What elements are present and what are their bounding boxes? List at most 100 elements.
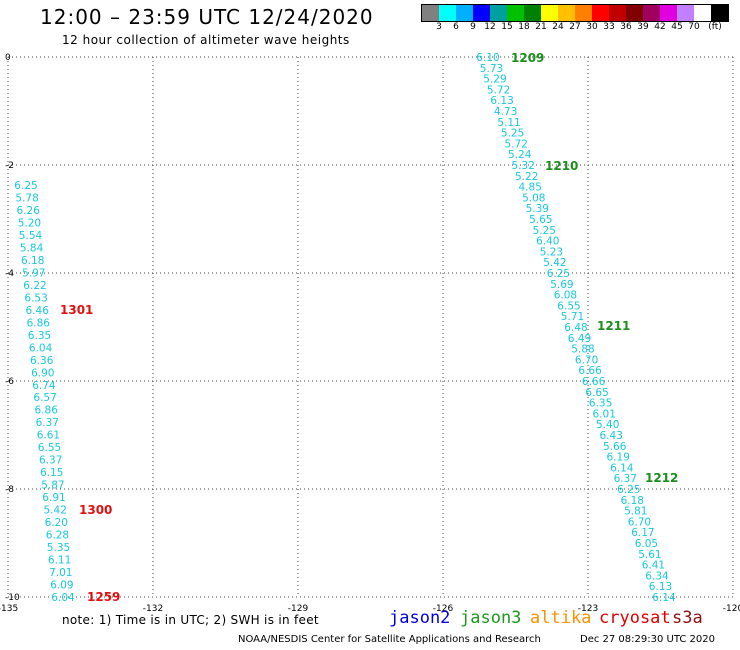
legend-label: 27 bbox=[569, 22, 581, 32]
wave-height-value: 6.14 bbox=[610, 462, 634, 474]
color-legend-labels: 3 6 9 12 15 18 21 24 27 30 33 36 39 42 45 70 (ft) bbox=[421, 22, 740, 34]
latitude-label: -10 bbox=[5, 593, 20, 603]
wave-height-value: 5.42 bbox=[543, 257, 566, 269]
wave-height-value: 6.34 bbox=[645, 570, 669, 582]
wave-height-value: 6.46 bbox=[26, 305, 50, 317]
wave-height-value: 6.28 bbox=[46, 530, 69, 542]
wave-height-value: 5.65 bbox=[529, 214, 552, 226]
wave-height-value: 4.85 bbox=[519, 182, 542, 194]
wave-height-value: 6.37 bbox=[39, 455, 62, 467]
wave-height-tracks: 6.105.735.295.726.134.735.115.255.725.24… bbox=[14, 52, 676, 604]
wave-height-value: 5.87 bbox=[41, 480, 64, 492]
legend-swatch bbox=[473, 5, 490, 21]
wave-height-value: 6.55 bbox=[38, 442, 61, 454]
wave-height-value: 6.61 bbox=[37, 430, 60, 442]
wave-height-value: 6.37 bbox=[36, 417, 59, 429]
legend-swatch bbox=[609, 5, 626, 21]
wave-height-value: 5.20 bbox=[18, 218, 41, 230]
wave-height-value: 5.84 bbox=[20, 242, 44, 254]
legend-label: 24 bbox=[552, 22, 564, 32]
longitude-labels: -135 -132 -129 -126 -123 -120 bbox=[0, 604, 740, 614]
legend-swatch bbox=[524, 5, 541, 21]
wave-height-value: 6.65 bbox=[585, 387, 608, 399]
wave-height-value: 6.86 bbox=[27, 317, 51, 329]
wave-height-value: 6.66 bbox=[578, 365, 602, 377]
wave-height-value: 6.17 bbox=[631, 527, 654, 539]
wave-height-value: 6.18 bbox=[621, 495, 644, 507]
pass-time-label: 1300 bbox=[79, 503, 112, 517]
wave-height-value: 6.05 bbox=[635, 538, 658, 550]
wave-height-value: 5.69 bbox=[550, 279, 573, 291]
legend-swatch bbox=[711, 5, 728, 21]
legend-swatch bbox=[677, 5, 694, 21]
legend-swatch bbox=[592, 5, 609, 21]
wave-height-value: 5.73 bbox=[480, 63, 503, 75]
wave-height-value: 5.42 bbox=[44, 505, 67, 517]
wave-height-value: 5.35 bbox=[47, 542, 70, 554]
wave-height-value: 5.71 bbox=[561, 311, 584, 323]
wave-height-value: 6.57 bbox=[33, 392, 56, 404]
wave-height-value: 6.91 bbox=[42, 492, 65, 504]
wave-height-value: 6.22 bbox=[23, 280, 46, 292]
legend-label: 39 bbox=[637, 22, 649, 32]
wave-height-value: 6.37 bbox=[614, 473, 637, 485]
wave-height-value: 6.11 bbox=[48, 555, 71, 567]
legend-swatch bbox=[626, 5, 643, 21]
longitude-label: -135 bbox=[0, 604, 18, 614]
wave-height-value: 6.25 bbox=[547, 268, 570, 280]
legend-label: 36 bbox=[620, 22, 632, 32]
longitude-label: -132 bbox=[143, 604, 163, 614]
legend-swatch bbox=[456, 5, 473, 21]
satellite-name: cryosat bbox=[599, 608, 671, 628]
latitude-labels: 0 -2 -4 -6 -8 -10 bbox=[5, 53, 20, 603]
wave-height-value: 6.70 bbox=[628, 516, 651, 528]
pass-time-label: 1209 bbox=[511, 51, 544, 65]
longitude-label: -123 bbox=[578, 604, 598, 614]
legend-swatch bbox=[422, 5, 439, 21]
wave-height-value: 6.43 bbox=[600, 430, 623, 442]
legend-swatch bbox=[660, 5, 677, 21]
wave-height-value: 5.81 bbox=[624, 506, 647, 518]
wave-height-value: 6.09 bbox=[50, 580, 73, 592]
satellite-name: s3a bbox=[672, 608, 703, 628]
wave-height-value: 5.24 bbox=[508, 149, 532, 161]
wave-height-value: 4.73 bbox=[494, 106, 517, 118]
legend-swatch bbox=[575, 5, 592, 21]
wave-height-value: 5.54 bbox=[19, 230, 43, 242]
chart-subtitle: 12 hour collection of altimeter wave hei… bbox=[62, 33, 350, 47]
wave-height-value: 6.26 bbox=[17, 205, 41, 217]
wave-height-value: 6.08 bbox=[554, 290, 577, 302]
wave-height-value: 5.40 bbox=[596, 419, 619, 431]
wave-height-value: 5.25 bbox=[501, 128, 524, 140]
legend-swatch bbox=[439, 5, 456, 21]
legend-label: 9 bbox=[470, 22, 476, 32]
wave-height-value: 5.97 bbox=[22, 267, 45, 279]
legend-label: 21 bbox=[535, 22, 547, 32]
legend-label: 6 bbox=[453, 22, 459, 32]
pass-time-label: 1211 bbox=[597, 319, 630, 333]
latitude-label: -2 bbox=[5, 161, 14, 171]
latitude-label: 0 bbox=[5, 53, 11, 63]
wave-height-value: 5.66 bbox=[603, 441, 627, 453]
longitude-label: -129 bbox=[288, 604, 309, 614]
wave-height-value: 5.25 bbox=[533, 225, 556, 237]
wave-height-value: 5.32 bbox=[512, 160, 535, 172]
wave-height-value: 5.88 bbox=[571, 344, 594, 356]
wave-height-value: 5.23 bbox=[540, 246, 563, 258]
satellite-name: jason3 bbox=[460, 608, 522, 628]
wave-height-value: 6.35 bbox=[28, 330, 51, 342]
wave-height-value: 5.22 bbox=[515, 171, 538, 183]
wave-height-value: 6.10 bbox=[476, 52, 499, 64]
wave-height-value: 6.20 bbox=[45, 517, 68, 529]
chart-title: 12:00 – 23:59 UTC 12/24/2020 bbox=[40, 5, 374, 29]
wave-height-value: 6.04 bbox=[51, 592, 75, 604]
legend-label: 18 bbox=[518, 22, 530, 32]
wave-height-value: 6.13 bbox=[490, 95, 513, 107]
wave-height-value: 6.40 bbox=[536, 236, 559, 248]
wave-height-value: 6.18 bbox=[21, 255, 44, 267]
wave-height-value: 6.66 bbox=[582, 376, 606, 388]
wave-height-value: 5.39 bbox=[526, 203, 549, 215]
wave-height-value: 6.41 bbox=[642, 560, 665, 572]
wave-height-value: 6.14 bbox=[652, 592, 676, 604]
wave-height-value: 6.90 bbox=[31, 367, 54, 379]
